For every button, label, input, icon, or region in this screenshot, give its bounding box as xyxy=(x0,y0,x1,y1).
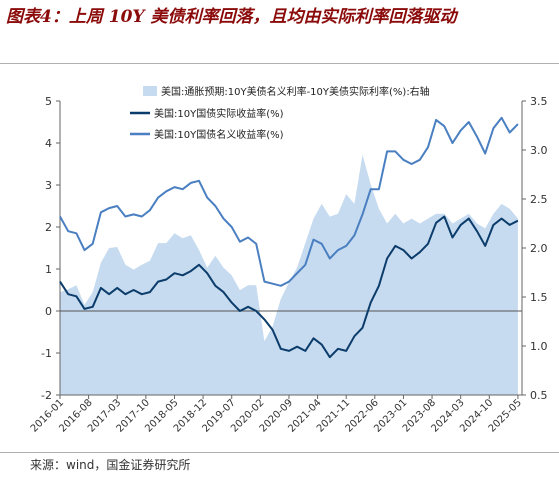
real-yield-line xyxy=(59,215,519,359)
left-tick-label: 4 xyxy=(45,137,52,150)
source-divider xyxy=(0,452,559,453)
right-tick-label: 3.5 xyxy=(530,95,548,108)
chart-canvas: -2-10123450.51.01.52.02.53.03.52016-0120… xyxy=(29,85,548,435)
breakeven-area-series xyxy=(60,154,518,395)
legend-item-real-yield: 美国:10Y国债实际收益率(%) xyxy=(130,107,284,120)
title-divider xyxy=(0,63,559,64)
left-tick-label: 0 xyxy=(45,305,52,318)
nominal-yield-line xyxy=(59,116,519,287)
right-tick-label: 0.5 xyxy=(530,389,548,402)
legend-label: 美国:通胀预期:10Y美债名义利率-10Y美债实际利率(%):右轴 xyxy=(161,85,430,98)
right-tick-label: 1.5 xyxy=(530,291,548,304)
source-note: 来源：wind，国金证券研究所 xyxy=(30,458,191,472)
legend-swatch xyxy=(143,86,157,96)
legend: 美国:通胀预期:10Y美债名义利率-10Y美债实际利率(%):右轴美国:10Y国… xyxy=(130,85,430,141)
legend-label: 美国:10Y国债名义收益率(%) xyxy=(154,128,284,141)
chart-title: 图表4：上周 10Y 美债利率回落，且均由实际利率回落驱动 xyxy=(6,7,457,27)
breakeven-area-layer xyxy=(60,154,518,395)
left-tick-label: -2 xyxy=(41,389,52,402)
right-tick-label: 1.0 xyxy=(530,340,548,353)
left-tick-label: 2 xyxy=(45,221,52,234)
left-tick-label: 5 xyxy=(45,95,52,108)
left-tick-label: 3 xyxy=(45,179,52,192)
legend-item-breakeven: 美国:通胀预期:10Y美债名义利率-10Y美债实际利率(%):右轴 xyxy=(143,85,430,98)
right-tick-label: 2.5 xyxy=(530,193,548,206)
legend-label: 美国:10Y国债实际收益率(%) xyxy=(154,107,284,120)
left-tick-label: -1 xyxy=(41,347,52,360)
legend-item-nominal-yield: 美国:10Y国债名义收益率(%) xyxy=(130,128,284,141)
left-tick-label: 1 xyxy=(45,263,52,276)
right-tick-label: 2.0 xyxy=(530,242,548,255)
right-tick-label: 3.0 xyxy=(530,144,548,157)
yield-lines-layer xyxy=(59,116,519,359)
